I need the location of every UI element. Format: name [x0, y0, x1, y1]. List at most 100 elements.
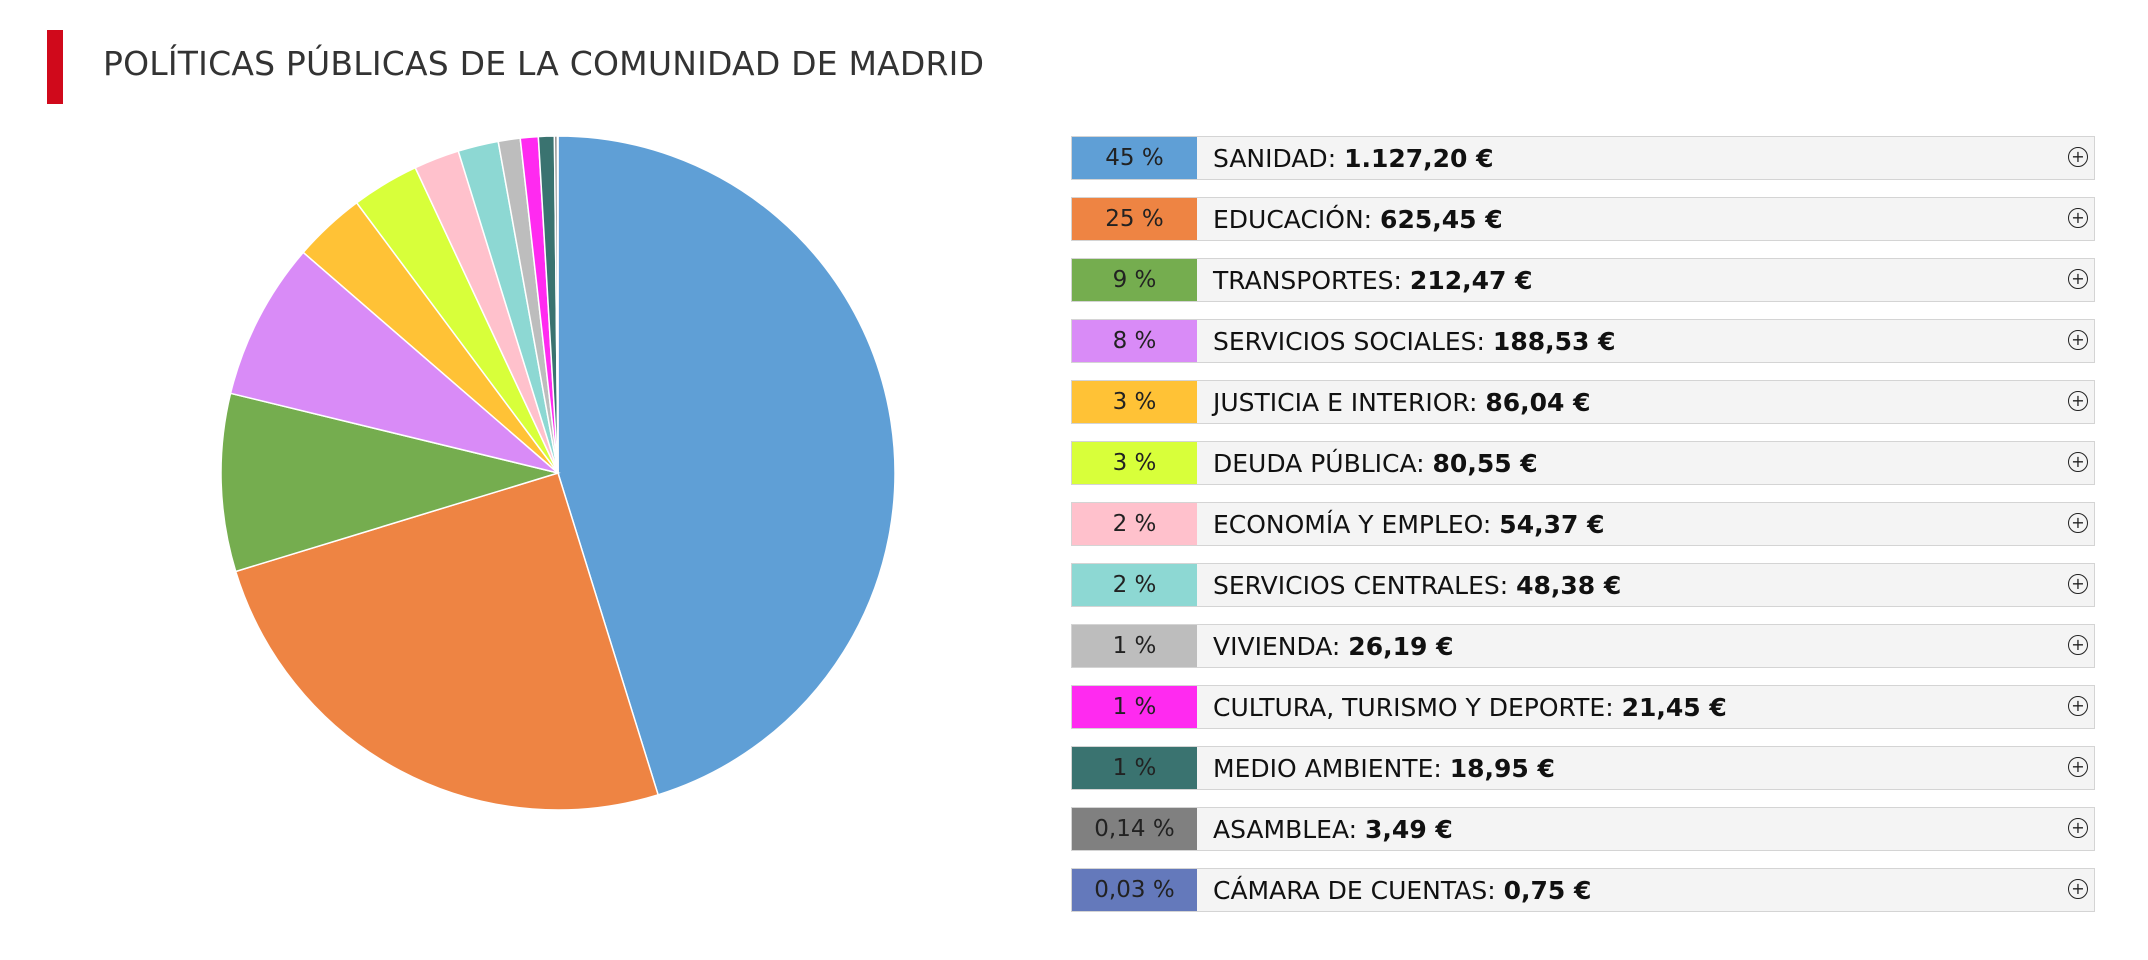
legend-label: DEUDA PÚBLICA: 80,55 € [1197, 449, 1538, 478]
legend-item[interactable]: 1 % MEDIO AMBIENTE: 18,95 € + [1071, 746, 2095, 790]
legend-label: SERVICIOS CENTRALES: 48,38 € [1197, 571, 1621, 600]
legend-percent: 0,03 % [1072, 869, 1197, 911]
legend-label: VIVIENDA: 26,19 € [1197, 632, 1453, 661]
legend-item[interactable]: 3 % DEUDA PÚBLICA: 80,55 € + [1071, 441, 2095, 485]
legend-percent: 3 % [1072, 442, 1197, 484]
legend-amount: 0,75 € [1503, 875, 1592, 905]
legend-amount: 80,55 € [1432, 448, 1538, 478]
legend-separator: : [1468, 387, 1486, 417]
legend-category: SANIDAD [1213, 143, 1328, 173]
plus-circle-icon[interactable]: + [2068, 269, 2088, 289]
plus-circle-icon[interactable]: + [2068, 879, 2088, 899]
plus-circle-icon[interactable]: + [2068, 452, 2088, 472]
legend-separator: : [1331, 631, 1349, 661]
legend-item[interactable]: 1 % CULTURA, TURISMO Y DEPORTE: 21,45 € + [1071, 685, 2095, 729]
legend-category: CÁMARA DE CUENTAS [1213, 875, 1488, 905]
legend-separator: : [1416, 448, 1433, 478]
legend-separator: : [1487, 875, 1504, 905]
legend-percent: 2 % [1072, 503, 1197, 545]
pie-slice-3[interactable] [229, 251, 559, 474]
title-accent-bar [47, 30, 63, 104]
pie-slice-1[interactable] [234, 472, 660, 811]
legend-amount: 54,37 € [1499, 509, 1605, 539]
legend-item[interactable]: 1 % VIVIENDA: 26,19 € + [1071, 624, 2095, 668]
pie-chart [220, 135, 896, 811]
legend-separator: : [1327, 143, 1345, 173]
legend-item[interactable]: 3 % JUSTICIA E INTERIOR: 86,04 € + [1071, 380, 2095, 424]
legend-amount: 3,49 € [1365, 814, 1453, 844]
legend-amount: 26,19 € [1348, 631, 1454, 661]
legend-percent: 1 % [1072, 686, 1197, 728]
legend-label: ASAMBLEA: 3,49 € [1197, 815, 1453, 844]
legend-percent: 1 % [1072, 625, 1197, 667]
legend-category: MEDIO AMBIENTE [1213, 753, 1434, 783]
legend-item[interactable]: 9 % TRANSPORTES: 212,47 € + [1071, 258, 2095, 302]
plus-circle-icon[interactable]: + [2068, 513, 2088, 533]
legend-category: VIVIENDA [1213, 631, 1332, 661]
legend-separator: : [1605, 692, 1622, 722]
pie-slice-12[interactable] [556, 135, 559, 474]
legend-separator: : [1499, 570, 1517, 600]
legend-label: EDUCACIÓN: 625,45 € [1197, 205, 1503, 234]
plus-circle-icon[interactable]: + [2068, 818, 2088, 838]
legend-separator: : [1476, 326, 1493, 356]
legend-amount: 625,45 € [1380, 204, 1503, 234]
legend-percent: 0,14 % [1072, 808, 1197, 850]
plus-circle-icon[interactable]: + [2068, 391, 2088, 411]
pie-slice-2[interactable] [220, 392, 561, 573]
legend-label: CULTURA, TURISMO Y DEPORTE: 21,45 € [1197, 693, 1727, 722]
legend-label: MEDIO AMBIENTE: 18,95 € [1197, 754, 1555, 783]
legend-label: ECONOMÍA Y EMPLEO: 54,37 € [1197, 510, 1604, 539]
legend-item[interactable]: 2 % SERVICIOS CENTRALES: 48,38 € + [1071, 563, 2095, 607]
plus-circle-icon[interactable]: + [2068, 696, 2088, 716]
plus-circle-icon[interactable]: + [2068, 208, 2088, 228]
plus-circle-icon[interactable]: + [2068, 330, 2088, 350]
legend-label: SERVICIOS SOCIALES: 188,53 € [1197, 327, 1616, 356]
legend-percent: 1 % [1072, 747, 1197, 789]
legend-category: SERVICIOS SOCIALES [1213, 326, 1477, 356]
legend-category: JUSTICIA E INTERIOR [1213, 387, 1469, 417]
legend-category: ASAMBLEA [1213, 814, 1349, 844]
legend: 45 % SANIDAD: 1.127,20 € +25 % EDUCACIÓN: 6… [1071, 136, 2095, 929]
plus-circle-icon[interactable]: + [2068, 574, 2088, 594]
legend-category: DEUDA PÚBLICA [1213, 448, 1417, 478]
legend-amount: 212,47 € [1409, 265, 1533, 295]
legend-separator: : [1348, 814, 1366, 844]
legend-separator: : [1482, 509, 1500, 539]
legend-percent: 45 % [1072, 137, 1197, 179]
legend-label: TRANSPORTES: 212,47 € [1197, 266, 1533, 295]
legend-item[interactable]: 25 % EDUCACIÓN: 625,45 € + [1071, 197, 2095, 241]
legend-amount: 21,45 € [1621, 692, 1727, 722]
plus-circle-icon[interactable]: + [2068, 147, 2088, 167]
legend-label: JUSTICIA E INTERIOR: 86,04 € [1197, 388, 1591, 417]
plus-circle-icon[interactable]: + [2068, 635, 2088, 655]
legend-separator: : [1433, 753, 1450, 783]
legend-label: CÁMARA DE CUENTAS: 0,75 € [1197, 876, 1591, 905]
legend-category: EDUCACIÓN [1213, 204, 1364, 234]
legend-category: TRANSPORTES [1213, 265, 1394, 295]
legend-item[interactable]: 45 % SANIDAD: 1.127,20 € + [1071, 136, 2095, 180]
legend-amount: 1.127,20 € [1344, 143, 1494, 173]
legend-separator: : [1363, 204, 1381, 234]
legend-percent: 25 % [1072, 198, 1197, 240]
page-title: POLÍTICAS PÚBLICAS DE LA COMUNIDAD DE MA… [103, 44, 985, 83]
legend-separator: : [1393, 265, 1410, 295]
legend-percent: 9 % [1072, 259, 1197, 301]
legend-percent: 3 % [1072, 381, 1197, 423]
legend-category: ECONOMÍA Y EMPLEO [1213, 509, 1483, 539]
legend-item[interactable]: 0,03 % CÁMARA DE CUENTAS: 0,75 € + [1071, 868, 2095, 912]
plus-circle-icon[interactable]: + [2068, 757, 2088, 777]
legend-item[interactable]: 8 % SERVICIOS SOCIALES: 188,53 € + [1071, 319, 2095, 363]
legend-percent: 8 % [1072, 320, 1197, 362]
legend-category: SERVICIOS CENTRALES [1213, 570, 1500, 600]
pie-slice-0[interactable] [557, 135, 896, 796]
legend-category: CULTURA, TURISMO Y DEPORTE [1213, 692, 1606, 722]
legend-amount: 188,53 € [1492, 326, 1616, 356]
legend-item[interactable]: 2 % ECONOMÍA Y EMPLEO: 54,37 € + [1071, 502, 2095, 546]
legend-item[interactable]: 0,14 % ASAMBLEA: 3,49 € + [1071, 807, 2095, 851]
legend-percent: 2 % [1072, 564, 1197, 606]
legend-label: SANIDAD: 1.127,20 € [1197, 144, 1494, 173]
legend-amount: 86,04 € [1485, 387, 1591, 417]
legend-amount: 48,38 € [1516, 570, 1622, 600]
legend-amount: 18,95 € [1449, 753, 1555, 783]
